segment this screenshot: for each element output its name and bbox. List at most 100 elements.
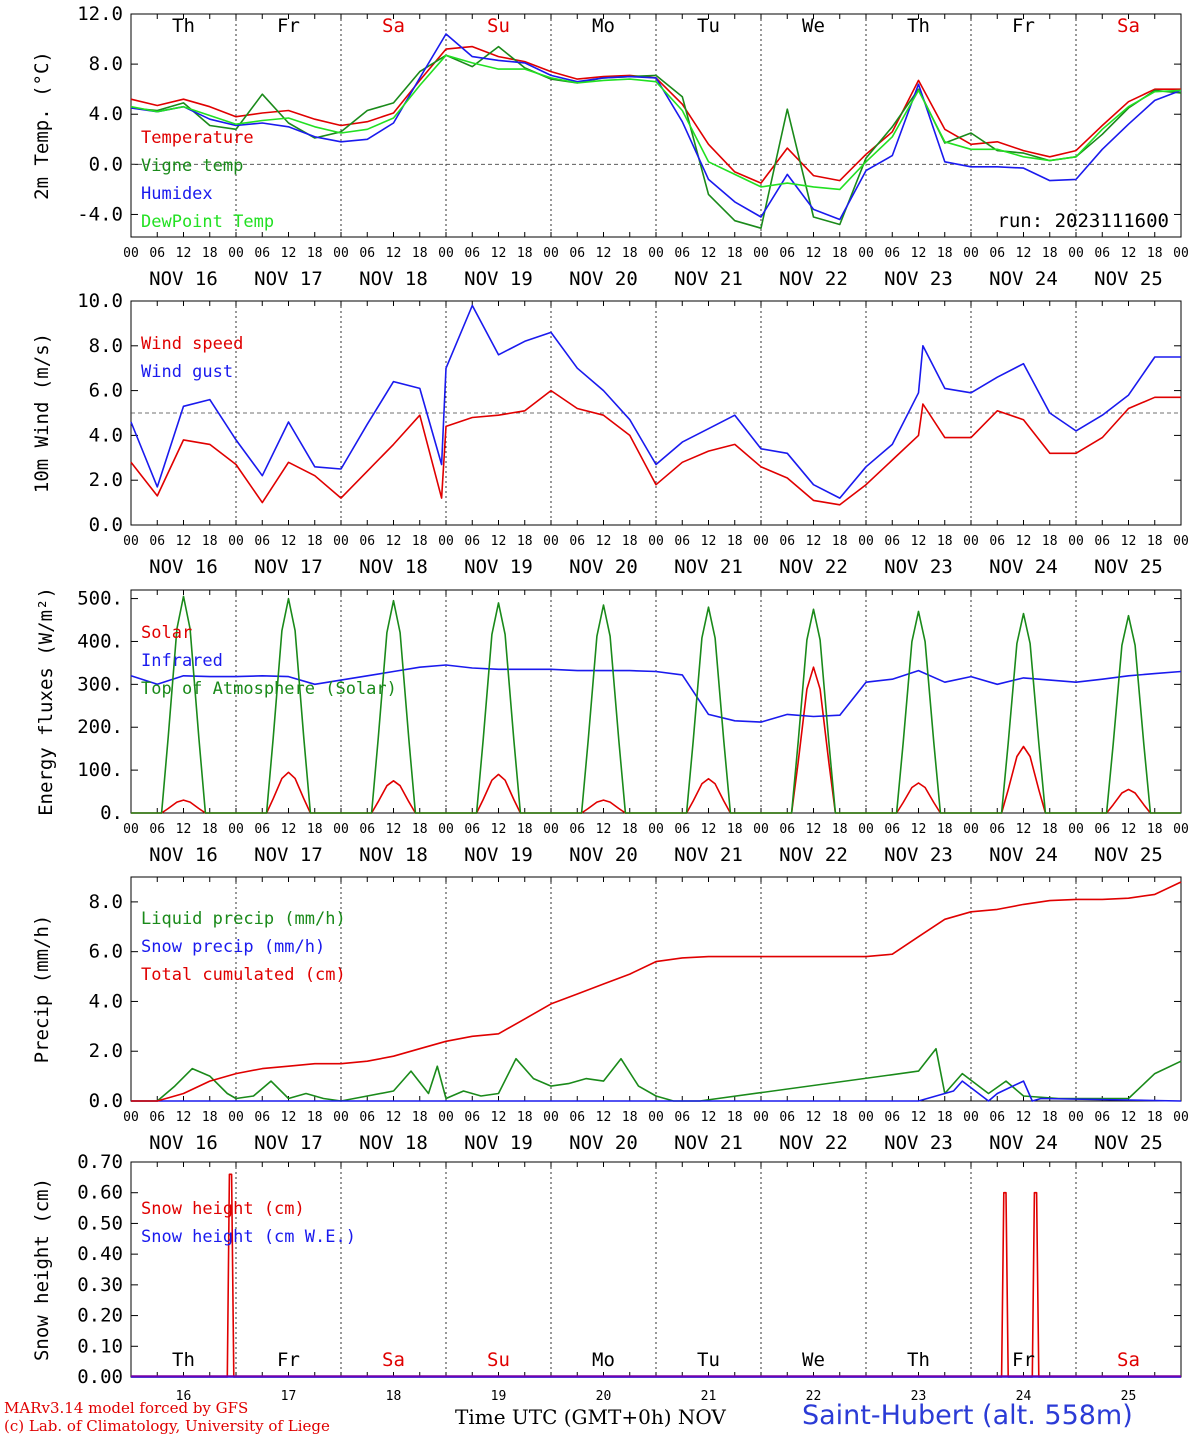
day-number: 18 — [386, 1389, 402, 1404]
hour-tick-label: 12 — [596, 822, 612, 837]
y-tick-label: 12.0 — [77, 3, 123, 25]
panel-3 — [130, 589, 1182, 814]
panel-4 — [130, 876, 1182, 1102]
hour-tick-label: 00 — [858, 1110, 874, 1125]
hour-tick-label: 18 — [1042, 1110, 1058, 1125]
date-label: NOV 17 — [254, 1132, 323, 1154]
hour-tick-label: 12 — [491, 822, 507, 837]
hour-tick-label: 18 — [937, 1110, 953, 1125]
date-label: NOV 16 — [149, 844, 218, 866]
hour-tick-label: 00 — [1173, 534, 1189, 549]
hour-tick-label: 00 — [753, 246, 769, 261]
hour-tick-label: 18 — [622, 822, 638, 837]
date-label: NOV 20 — [569, 1132, 638, 1154]
hour-tick-label: 00 — [333, 822, 349, 837]
hour-tick-label: 18 — [832, 822, 848, 837]
day-name-bottom: We — [802, 1349, 825, 1371]
hour-tick-label: 12 — [386, 246, 402, 261]
date-label: NOV 25 — [1094, 556, 1163, 578]
hour-tick-label: 06 — [569, 822, 585, 837]
hour-tick-label: 12 — [596, 246, 612, 261]
hour-tick-label: 12 — [701, 822, 717, 837]
hour-tick-label: 00 — [1173, 1110, 1189, 1125]
hour-tick-label: 00 — [123, 1110, 139, 1125]
hour-tick-label: 00 — [333, 1110, 349, 1125]
hour-tick-label: 00 — [1068, 246, 1084, 261]
y-tick-label: 0.10 — [77, 1335, 123, 1357]
day-number: 16 — [176, 1389, 192, 1404]
hour-tick-label: 00 — [1068, 534, 1084, 549]
hour-tick-label: 00 — [228, 1110, 244, 1125]
series-line-top-of-atmosphere-solar- — [131, 595, 1181, 814]
day-name-bottom: Tu — [697, 1349, 720, 1371]
day-name-bottom: Mo — [592, 1349, 615, 1371]
hour-tick-label: 00 — [1068, 1110, 1084, 1125]
hour-tick-label: 12 — [176, 1110, 192, 1125]
day-name: Mo — [592, 15, 615, 37]
hour-tick-label: 18 — [1147, 534, 1163, 549]
y-tick-label: 0.20 — [77, 1305, 123, 1327]
date-label: NOV 22 — [779, 844, 848, 866]
hour-tick-label: 18 — [622, 534, 638, 549]
legend-entry: Solar — [141, 623, 192, 643]
hour-tick-label: 18 — [937, 822, 953, 837]
series-line-snow-height-cm- — [131, 1173, 1181, 1378]
hour-tick-label: 18 — [202, 822, 218, 837]
date-label: NOV 24 — [989, 556, 1058, 578]
hour-tick-label: 12 — [1016, 822, 1032, 837]
day-name-bottom: Fr — [277, 1349, 300, 1371]
y-tick-label: 400. — [77, 630, 123, 652]
legend-entry: Wind gust — [141, 362, 233, 382]
hour-tick-label: 18 — [1042, 534, 1058, 549]
date-label: NOV 19 — [464, 844, 533, 866]
hour-tick-label: 00 — [543, 534, 559, 549]
day-name: Tu — [697, 15, 720, 37]
hour-tick-label: 18 — [202, 1110, 218, 1125]
hour-tick-label: 18 — [517, 822, 533, 837]
day-number: 20 — [596, 1389, 612, 1404]
date-label: NOV 18 — [359, 268, 428, 290]
hour-tick-label: 06 — [464, 246, 480, 261]
y-axis-title: 2m Temp. (°C) — [31, 51, 53, 200]
date-label: NOV 18 — [359, 556, 428, 578]
day-name: Th — [907, 15, 930, 37]
hour-tick-label: 12 — [281, 1110, 297, 1125]
hour-tick-label: 00 — [1173, 246, 1189, 261]
day-number: 23 — [911, 1389, 927, 1404]
series-line-infrared — [130, 664, 1182, 723]
date-label: NOV 21 — [674, 268, 743, 290]
hour-tick-label: 12 — [911, 534, 927, 549]
y-tick-label: 2.0 — [89, 469, 123, 491]
hour-tick-label: 18 — [727, 534, 743, 549]
hour-tick-label: 06 — [149, 1110, 165, 1125]
hour-tick-label: 06 — [884, 534, 900, 549]
hour-tick-label: 12 — [491, 1110, 507, 1125]
hour-tick-label: 00 — [858, 534, 874, 549]
y-tick-label: 500. — [77, 588, 123, 610]
hour-tick-label: 18 — [412, 246, 428, 261]
date-label: NOV 17 — [254, 556, 323, 578]
date-label: NOV 17 — [254, 268, 323, 290]
date-label: NOV 23 — [884, 844, 953, 866]
hour-tick-label: 06 — [884, 1110, 900, 1125]
day-name: Fr — [277, 15, 300, 37]
panel-5 — [130, 1161, 1182, 1378]
hour-tick-label: 06 — [779, 1110, 795, 1125]
series-line-wind-gust — [130, 304, 1181, 499]
hour-tick-label: 00 — [858, 246, 874, 261]
hour-tick-label: 12 — [596, 1110, 612, 1125]
hour-tick-label: 00 — [438, 534, 454, 549]
series-line-liquid-precip-mm-h- — [131, 1047, 1182, 1102]
hour-tick-label: 06 — [149, 534, 165, 549]
y-tick-label: 300. — [77, 673, 123, 695]
y-tick-label: 6.0 — [89, 380, 123, 402]
date-label: NOV 21 — [674, 1132, 743, 1154]
hour-tick-label: 18 — [412, 1110, 428, 1125]
hour-tick-label: 06 — [569, 246, 585, 261]
date-label: NOV 25 — [1094, 268, 1163, 290]
hour-tick-label: 00 — [543, 1110, 559, 1125]
hour-tick-label: 00 — [648, 822, 664, 837]
hour-tick-label: 00 — [123, 534, 139, 549]
hour-tick-label: 00 — [858, 822, 874, 837]
hour-tick-label: 12 — [806, 534, 822, 549]
